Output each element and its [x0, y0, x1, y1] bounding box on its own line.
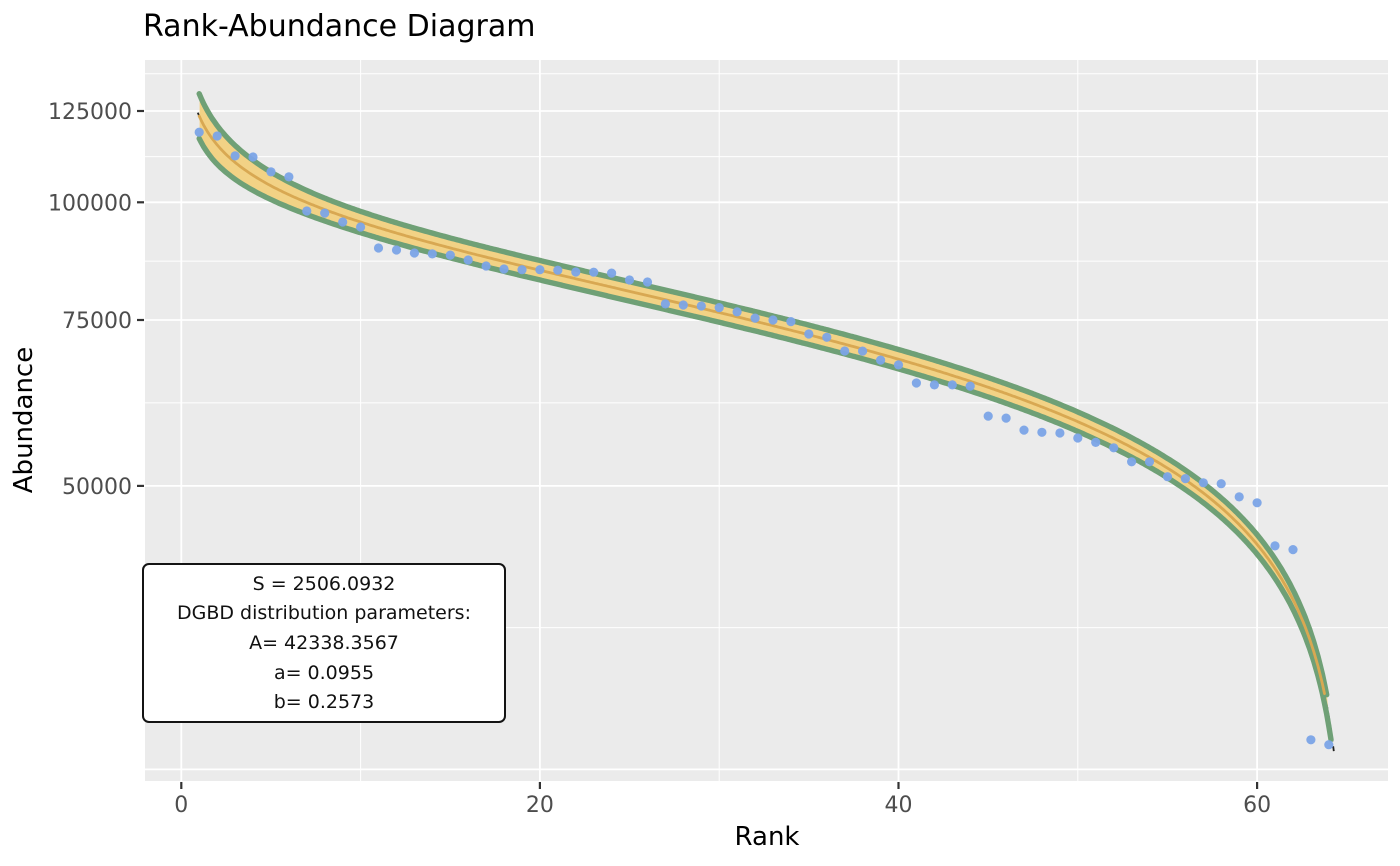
- data-point: [1019, 425, 1029, 435]
- svg-text:125000: 125000: [48, 100, 132, 125]
- data-point: [678, 300, 688, 310]
- data-point: [1288, 545, 1298, 555]
- svg-text:40: 40: [885, 793, 913, 818]
- data-point: [929, 380, 940, 390]
- data-point: [1144, 457, 1155, 467]
- data-point: [481, 261, 491, 271]
- data-point: [750, 313, 760, 323]
- data-point: [1109, 443, 1119, 453]
- data-point: [230, 151, 240, 161]
- data-point: [1127, 457, 1137, 467]
- data-point: [1252, 498, 1262, 508]
- data-point: [535, 265, 545, 275]
- y-tick-labels: 50000 75000 100000 125000: [48, 100, 132, 500]
- fit-param-a: a= 0.0955: [273, 661, 375, 684]
- fit-param-capital-a: A= 42338.3567: [249, 631, 399, 654]
- band-lower-edge: [196, 135, 1334, 743]
- data-point: [445, 250, 455, 260]
- data-point: [589, 267, 599, 277]
- svg-text:75000: 75000: [62, 309, 132, 334]
- data-point: [499, 264, 509, 274]
- data-point: [624, 275, 635, 285]
- data-point: [373, 243, 384, 253]
- data-point: [427, 249, 437, 259]
- svg-text:20: 20: [526, 793, 554, 818]
- data-point: [338, 217, 348, 227]
- data-point: [571, 267, 581, 277]
- data-point: [302, 206, 312, 216]
- data-point: [1091, 437, 1101, 447]
- data-point: [1037, 427, 1047, 437]
- svg-text:100000: 100000: [48, 191, 132, 216]
- data-point: [266, 167, 276, 177]
- data-point: [840, 346, 850, 356]
- data-point: [858, 346, 868, 356]
- chart-title: Rank-Abundance Diagram: [143, 9, 536, 44]
- data-point: [965, 381, 975, 391]
- svg-text:50000: 50000: [62, 475, 132, 500]
- data-point: [320, 208, 330, 218]
- data-point: [463, 255, 473, 265]
- data-point: [983, 411, 993, 421]
- data-point: [732, 307, 742, 317]
- data-point: [391, 245, 402, 255]
- data-point: [822, 332, 832, 342]
- data-point: [1306, 735, 1316, 745]
- x-tick-labels: 0 20 40 60: [174, 793, 1271, 818]
- data-point: [1055, 428, 1065, 438]
- data-point: [409, 248, 419, 258]
- data-point: [248, 152, 258, 162]
- data-point: [1234, 492, 1244, 502]
- data-point: [607, 268, 617, 278]
- data-point: [911, 378, 922, 388]
- x-axis-title: Rank: [734, 822, 800, 852]
- fit-param-s: S = 2506.0932: [252, 572, 396, 595]
- data-point: [212, 131, 222, 141]
- data-point: [194, 127, 204, 137]
- data-point: [553, 265, 563, 275]
- data-point: [1270, 541, 1280, 551]
- data-point: [284, 172, 294, 182]
- band-upper-edge: [196, 90, 1330, 698]
- data-point: [714, 303, 724, 313]
- data-point: [947, 380, 957, 390]
- data-point: [786, 317, 796, 327]
- data-point: [1216, 479, 1226, 489]
- data-point: [696, 301, 706, 311]
- data-point: [893, 360, 904, 370]
- svg-text:60: 60: [1243, 793, 1271, 818]
- data-point: [660, 299, 671, 309]
- svg-text:0: 0: [174, 793, 188, 818]
- fit-param-header: DGBD distribution parameters:: [177, 602, 471, 625]
- data-point: [517, 265, 527, 275]
- fit-center-line: [197, 114, 1326, 695]
- scatter-points: [194, 127, 1334, 750]
- data-point: [876, 355, 886, 365]
- fit-param-b: b= 0.2573: [273, 691, 375, 714]
- data-point: [1198, 478, 1208, 488]
- data-point: [1180, 474, 1190, 484]
- fit-parameters-box: S = 2506.0932 DGBD distribution paramete…: [142, 563, 506, 723]
- data-point: [804, 329, 814, 339]
- fit-band: [196, 90, 1335, 752]
- data-point: [768, 315, 778, 325]
- data-point: [642, 277, 653, 287]
- data-point: [1001, 413, 1011, 423]
- y-axis-title: Abundance: [9, 346, 39, 494]
- data-point: [1162, 472, 1173, 482]
- axis-ticks: [137, 109, 1259, 789]
- data-point: [356, 222, 366, 232]
- data-point: [1324, 740, 1334, 750]
- data-point: [1073, 433, 1083, 443]
